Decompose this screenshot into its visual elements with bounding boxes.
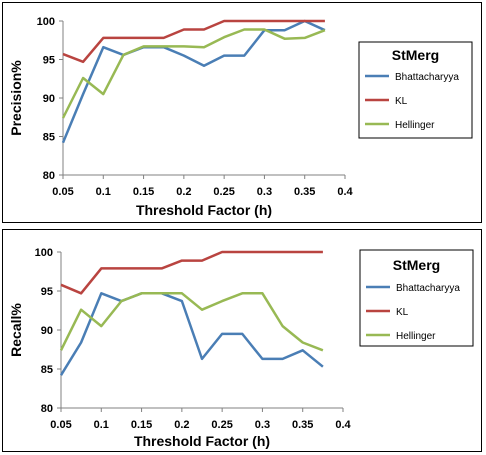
y-tick-label: 100 <box>37 16 55 28</box>
precision-chart: 80 85 90 95 100 0.05 0.1 0.15 0.2 0.25 0.3 0.35 0.4 T… <box>8 16 473 218</box>
y-tick-label: 90 <box>43 93 55 105</box>
legend-box <box>358 41 473 139</box>
legend-label: KL <box>396 307 409 318</box>
x-tick-label: 0.2 <box>176 186 191 198</box>
y-tick-label: 85 <box>41 364 53 376</box>
y-tick-label: 95 <box>43 55 55 67</box>
series-line-kl <box>62 19 325 64</box>
x-tick-label: 0.35 <box>294 186 315 198</box>
legend-box <box>359 249 474 347</box>
y-tick-label: 80 <box>41 403 53 415</box>
y-tick-label: 90 <box>41 325 53 337</box>
series-line-hellinger <box>61 28 326 119</box>
y-axis-title: Precision% <box>8 60 24 136</box>
x-tick-label: 0.05 <box>52 186 73 198</box>
legend-title: StMerg <box>393 257 440 273</box>
y-tick-label: 100 <box>35 247 53 259</box>
x-tick-label: 0.2 <box>174 419 189 431</box>
series-line-bhattacharyya <box>59 292 324 376</box>
x-tick-label: 0.25 <box>213 186 234 198</box>
legend-label: KL <box>395 96 408 107</box>
y-axis-title: Recall% <box>8 303 24 357</box>
precision-chart-panel: 80 85 90 95 100 0.05 0.1 0.15 0.2 0.25 0.3 0.35 0.4 T… <box>2 2 482 223</box>
legend-label: Hellinger <box>396 331 436 342</box>
series-line-hellinger <box>59 292 324 352</box>
x-axis-title: Threshold Factor (h) <box>136 202 272 218</box>
x-tick-label: 0.15 <box>131 419 152 431</box>
series-line-bhattacharyya <box>61 19 326 144</box>
series-line-kl <box>60 250 323 295</box>
x-tick-label: 0.1 <box>94 419 109 431</box>
y-tick-label: 85 <box>43 132 55 144</box>
x-tick-label: 0.1 <box>96 186 111 198</box>
y-tick-label: 80 <box>43 170 55 182</box>
legend-label: Bhattacharyya <box>396 283 460 294</box>
x-tick-label: 0.3 <box>257 186 272 198</box>
x-tick-label: 0.35 <box>292 419 313 431</box>
x-tick-label: 0.05 <box>50 419 71 431</box>
x-tick-label: 0.3 <box>255 419 270 431</box>
y-tick-label: 95 <box>41 286 53 298</box>
legend-label: Hellinger <box>395 120 435 131</box>
recall-chart-panel: 80 85 90 95 100 0.05 0.1 0.15 0.2 0.25 0.3 0.35 0.4 T… <box>2 229 482 452</box>
x-tick-label: 0.15 <box>133 186 154 198</box>
x-axis-title: Threshold Factor (h) <box>134 433 270 449</box>
x-tick-label: 0.4 <box>335 419 351 431</box>
recall-chart: 80 85 90 95 100 0.05 0.1 0.15 0.2 0.25 0.3 0.35 0.4 T… <box>8 247 474 449</box>
x-tick-label: 0.25 <box>211 419 232 431</box>
x-tick-label: 0.4 <box>337 186 353 198</box>
legend-label: Bhattacharyya <box>395 72 459 83</box>
legend-title: StMerg <box>392 47 439 63</box>
